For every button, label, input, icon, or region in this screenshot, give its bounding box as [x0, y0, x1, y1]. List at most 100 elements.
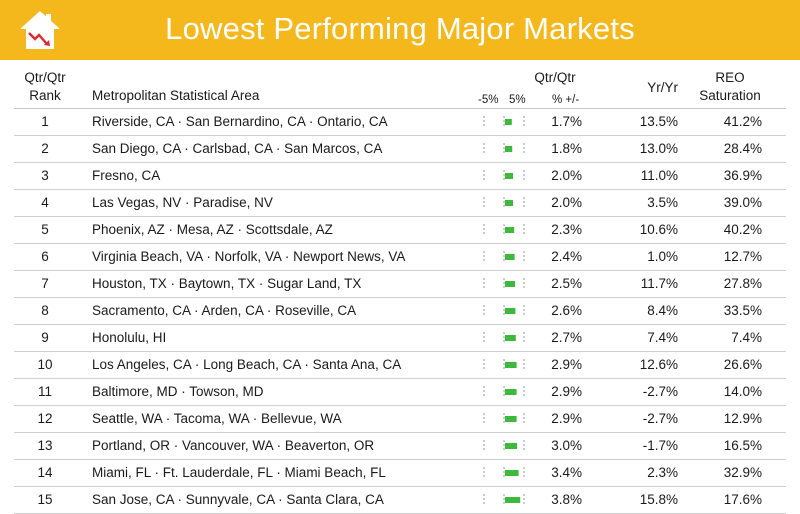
yy-change-cell: 13.5%	[639, 114, 678, 129]
msa-cell: Las Vegas, NV · Paradise, NV	[92, 195, 273, 210]
qq-change-cell: 2.7%	[551, 330, 582, 345]
page-title: Lowest Performing Major Markets	[165, 11, 635, 46]
table-row: 11 Baltimore, MD · Towson, MD 2.9% -2.7% 14.…	[14, 379, 786, 406]
reo-saturation-cell: 33.5%	[723, 303, 762, 318]
yy-change-cell: 3.5%	[647, 195, 678, 210]
qq-column-header: Qtr/Qtr	[534, 70, 576, 85]
qq-scale-min-label: -5%	[478, 94, 499, 106]
msa-cell: Los Angeles, CA · Long Beach, CA · Santa…	[92, 357, 402, 372]
table-row: 7 Houston, TX · Baytown, TX · Sugar Land,…	[14, 271, 786, 298]
msa-cell: Houston, TX · Baytown, TX · Sugar Land, …	[92, 276, 362, 291]
qq-bar	[505, 227, 515, 233]
reo-saturation-cell: 39.0%	[723, 195, 762, 210]
qq-pct-label: % +/-	[552, 94, 580, 106]
rank-cell: 9	[41, 330, 49, 345]
qq-change-cell: 2.9%	[551, 357, 582, 372]
msa-cell: San Jose, CA · Sunnyvale, CA · Santa Cla…	[92, 492, 384, 507]
qq-mini-bar	[483, 197, 525, 209]
qq-bar	[505, 281, 515, 287]
qq-mini-bar	[483, 278, 525, 290]
qq-change-cell: 1.8%	[551, 141, 582, 156]
reo-saturation-cell: 12.9%	[723, 411, 762, 426]
house-declining-arrow-icon	[20, 11, 60, 49]
yy-change-cell: 13.0%	[639, 141, 678, 156]
qq-mini-bar	[483, 170, 525, 182]
rank-cell: 7	[41, 276, 49, 291]
qq-mini-bar	[483, 251, 525, 263]
qq-mini-bar	[483, 386, 525, 398]
table-row: 10 Los Angeles, CA · Long Beach, CA · San…	[14, 352, 786, 379]
qq-change-cell: 2.3%	[551, 222, 582, 237]
table-row: 5 Phoenix, AZ · Mesa, AZ · Scottsdale, AZ…	[14, 217, 786, 244]
rank-cell: 1	[41, 114, 49, 129]
table-row: 6 Virginia Beach, VA · Norfolk, VA · Newp…	[14, 244, 786, 271]
yy-change-cell: 2.3%	[647, 465, 678, 480]
qq-bar	[505, 200, 513, 206]
qq-mini-bar	[483, 413, 525, 425]
qq-mini-bar	[483, 467, 525, 479]
reo-saturation-cell: 12.7%	[723, 249, 762, 264]
yy-change-cell: 12.6%	[639, 357, 678, 372]
table-row: 3 Fresno, CA 2.0% 11.0% 36.9%	[14, 163, 786, 190]
msa-cell: Phoenix, AZ · Mesa, AZ · Scottsdale, AZ	[92, 222, 333, 237]
qq-bar	[505, 119, 512, 125]
rank-cell: 5	[41, 222, 49, 237]
table-row: 14 Miami, FL · Ft. Lauderdale, FL · Miami…	[14, 460, 786, 487]
qq-bar	[505, 335, 516, 341]
rank-cell: 15	[37, 492, 53, 507]
rank-column-header: Qtr/Qtr Rank	[14, 69, 76, 105]
qq-change-cell: 2.6%	[551, 303, 582, 318]
reo-saturation-cell: 27.8%	[723, 276, 762, 291]
reo-saturation-cell: 14.0%	[723, 384, 762, 399]
qq-change-cell: 2.0%	[551, 195, 582, 210]
reo-saturation-cell: 16.5%	[723, 438, 762, 453]
msa-cell: San Diego, CA · Carlsbad, CA · San Marco…	[92, 141, 383, 156]
yy-change-cell: 11.0%	[640, 168, 678, 183]
msa-cell: Virginia Beach, VA · Norfolk, VA · Newpo…	[92, 249, 406, 264]
rank-cell: 4	[41, 195, 49, 210]
reo-header-line2: Saturation	[699, 88, 761, 103]
reo-saturation-cell: 7.4%	[731, 330, 762, 345]
reo-saturation-cell: 26.6%	[723, 357, 762, 372]
qq-mini-bar	[483, 224, 525, 236]
reo-saturation-cell: 17.6%	[723, 492, 762, 507]
yy-change-cell: 11.7%	[640, 276, 678, 291]
rank-header-line2: Rank	[29, 88, 61, 103]
title-banner: Lowest Performing Major Markets	[0, 0, 800, 60]
qq-bar	[505, 146, 513, 152]
msa-cell: Seattle, WA · Tacoma, WA · Bellevue, WA	[92, 411, 342, 426]
rank-cell: 2	[41, 141, 49, 156]
yy-change-cell: 8.4%	[647, 303, 678, 318]
table-row: 9 Honolulu, HI 2.7% 7.4% 7.4%	[14, 325, 786, 352]
yy-change-cell: 7.4%	[647, 330, 678, 345]
msa-cell: Miami, FL · Ft. Lauderdale, FL · Miami B…	[92, 465, 386, 480]
reo-saturation-cell: 28.4%	[723, 141, 762, 156]
qq-change-cell: 2.9%	[551, 411, 582, 426]
qq-bar	[505, 470, 519, 476]
reo-header-line1: REO	[715, 70, 745, 85]
table-row: 2 San Diego, CA · Carlsbad, CA · San Marc…	[14, 136, 786, 163]
msa-column-header: Metropolitan Statistical Area	[92, 88, 260, 103]
msa-cell: Riverside, CA · San Bernardino, CA · Ont…	[92, 114, 388, 129]
qq-bar	[505, 443, 517, 449]
qq-mini-bar	[483, 494, 525, 506]
table-row: 12 Seattle, WA · Tacoma, WA · Bellevue, W…	[14, 406, 786, 433]
yy-column-header: Yr/Yr	[647, 80, 678, 95]
qq-mini-bar	[483, 359, 525, 371]
table-row: 4 Las Vegas, NV · Paradise, NV 2.0% 3.5% 39.…	[14, 190, 786, 217]
reo-saturation-cell: 40.2%	[723, 222, 762, 237]
yy-change-cell: 15.8%	[639, 492, 678, 507]
qq-bar	[505, 362, 517, 368]
qq-mini-bar	[483, 332, 525, 344]
reo-saturation-cell: 41.2%	[723, 114, 762, 129]
rank-header-line1: Qtr/Qtr	[24, 70, 66, 85]
rank-cell: 3	[41, 168, 49, 183]
reo-column-header: REO Saturation	[690, 69, 770, 105]
yy-change-cell: -2.7%	[642, 384, 678, 399]
qq-bar	[505, 308, 516, 314]
qq-mini-bar	[483, 440, 525, 452]
rank-cell: 10	[37, 357, 53, 372]
msa-cell: Fresno, CA	[92, 168, 161, 183]
qq-bar	[505, 416, 517, 422]
msa-cell: Honolulu, HI	[92, 330, 167, 345]
